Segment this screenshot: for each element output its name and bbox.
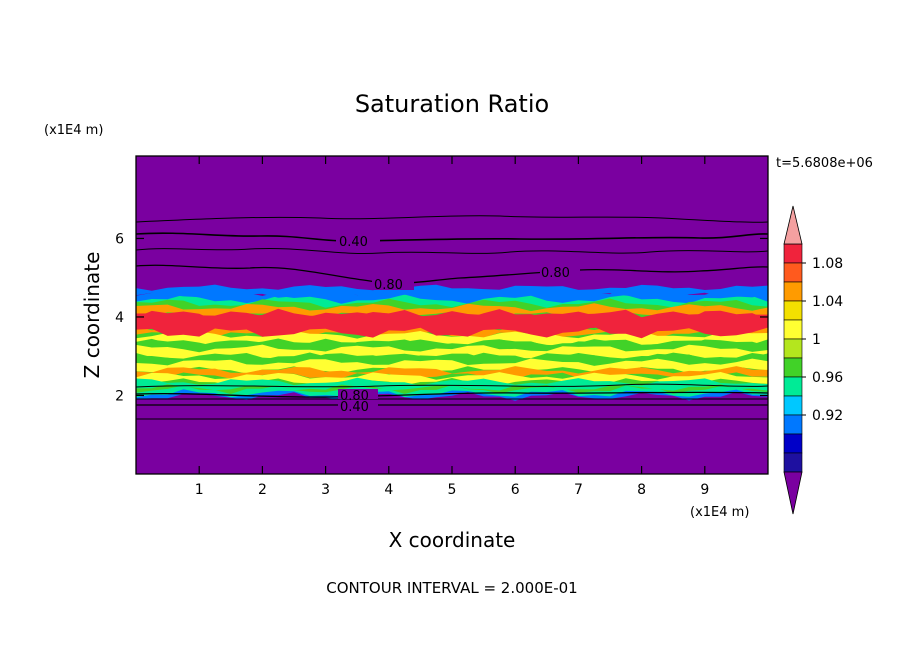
x-axis-label: X coordinate	[389, 528, 516, 552]
band-stripe	[136, 377, 768, 391]
band-stripe	[136, 352, 768, 366]
y-axis-unit: (x1E4 m)	[44, 123, 103, 138]
chart-title: Saturation Ratio	[355, 90, 549, 118]
colorbar-tick-label: 0.92	[812, 408, 843, 424]
colorbar-segment	[783, 357, 803, 378]
x-tick-label: 6	[511, 482, 520, 498]
contour-label: 0.80	[541, 266, 570, 281]
y-tick-label: 2	[115, 388, 124, 404]
time-label: t=5.6808e+06	[776, 156, 873, 171]
x-tick-label: 3	[321, 482, 330, 498]
colorbar-tick-label: 1.04	[812, 294, 843, 310]
contour-line-upper-c	[136, 247, 768, 255]
colorbar-tick-label: 1.08	[812, 256, 843, 272]
x-axis: 1 2 3 4 5 6 7 8 9	[195, 156, 709, 498]
contour-label: 0.40	[340, 400, 369, 415]
band-stripe	[136, 344, 768, 360]
x-tick-label: 9	[700, 482, 709, 498]
x-axis-unit: (x1E4 m)	[690, 505, 749, 520]
contour-line-080-lower	[136, 391, 768, 398]
contour-line-lower-d	[136, 383, 768, 388]
colorbar-segment	[783, 338, 803, 359]
contour-labels: 0.40 0.80 0.80 0.80 0.40	[336, 233, 580, 415]
colorbar-segment	[783, 376, 803, 397]
contour-line-upper-b	[136, 215, 768, 223]
colorbar-segment	[783, 414, 803, 435]
colorbar-segment	[783, 433, 803, 454]
colorbar-segment	[783, 319, 803, 340]
colorbar-extension-bottom	[783, 471, 803, 515]
contour-label: 0.80	[374, 278, 403, 293]
saturation-bands	[136, 284, 768, 401]
x-tick-label: 5	[448, 482, 457, 498]
contour-line-040-upper	[136, 232, 768, 242]
colorbar-segment	[783, 262, 803, 283]
x-tick-label: 1	[195, 482, 204, 498]
contour-label: 0.40	[339, 235, 368, 250]
y-tick-label: 6	[115, 231, 124, 247]
colorbar-segment	[783, 243, 803, 264]
colorbar-segment	[783, 395, 803, 416]
x-tick-label: 2	[258, 482, 267, 498]
y-axis-label: Z coordinate	[80, 252, 104, 379]
contour-line-080-upper-a	[136, 264, 768, 285]
colorbar-tick-label: 0.96	[812, 370, 843, 386]
band-red-core	[136, 308, 768, 339]
band-blue-top	[136, 284, 768, 298]
x-tick-label: 7	[574, 482, 583, 498]
colorbar-segment	[783, 281, 803, 302]
x-tick-label: 4	[384, 482, 393, 498]
colorbar-tick-label: 1	[812, 332, 821, 348]
y-tick-label: 4	[115, 310, 124, 326]
contour-lines	[136, 215, 768, 420]
y-axis: 2 4 6	[115, 231, 768, 404]
contour-interval-footer: CONTOUR INTERVAL = 2.000E-01	[326, 579, 577, 597]
x-tick-label: 8	[637, 482, 646, 498]
colorbar-segment	[783, 300, 803, 321]
colorbar-segment	[783, 452, 803, 473]
colorbar: 1.08 1.04 1 0.96 0.92	[783, 205, 843, 515]
colorbar-extension-top	[783, 205, 803, 245]
